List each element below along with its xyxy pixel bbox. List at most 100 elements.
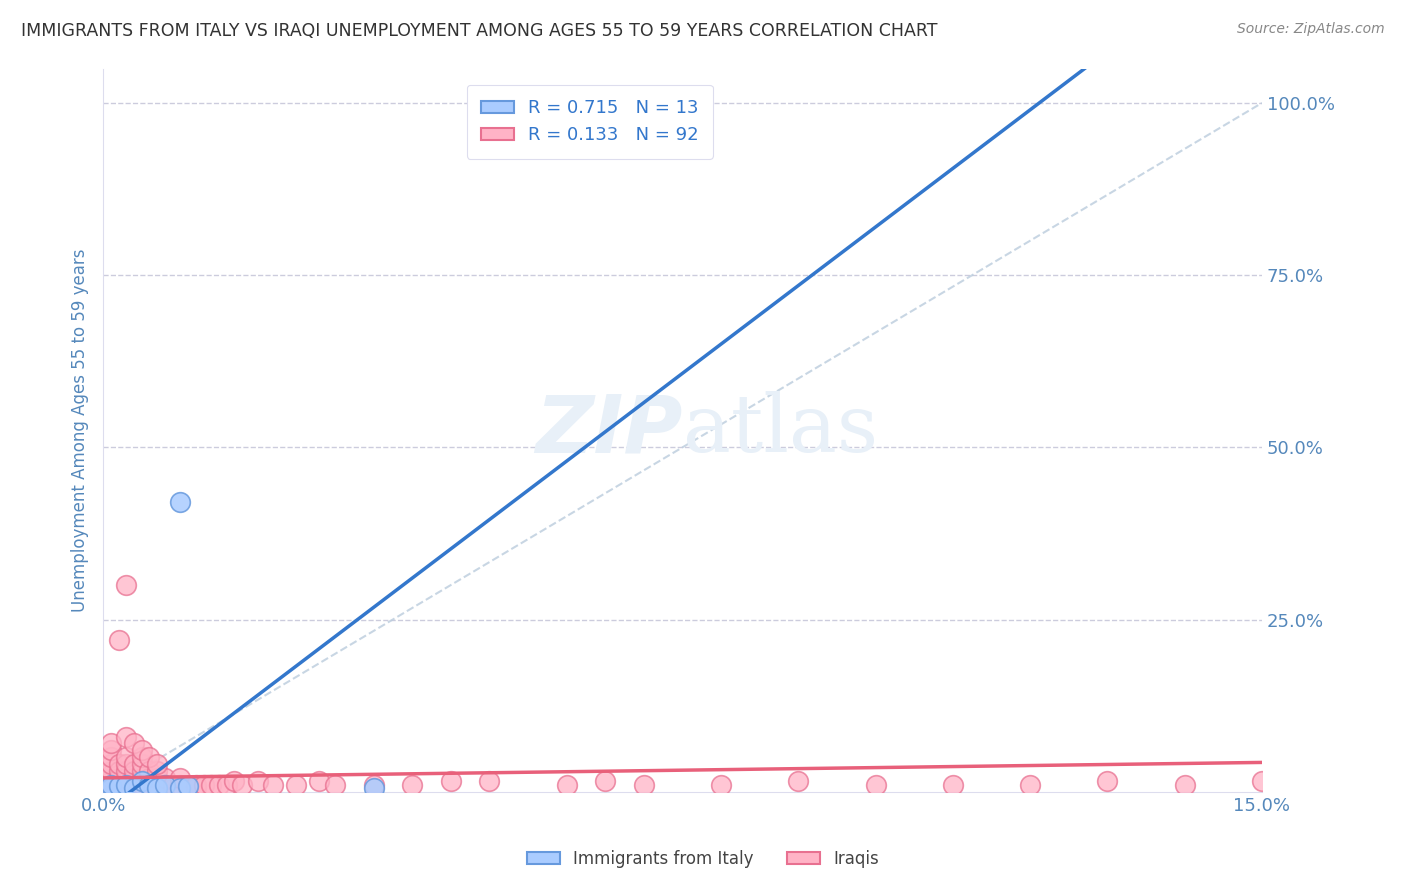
Point (115, 774, 138, 789)
Point (122, 737, 145, 751)
Text: IMMIGRANTS FROM ITALY VS IRAQI UNEMPLOYMENT AMONG AGES 55 TO 59 YEARS CORRELATIO: IMMIGRANTS FROM ITALY VS IRAQI UNEMPLOYM… (21, 22, 938, 40)
Point (100, 781, 122, 796)
Point (363, 781, 385, 796)
Point (593, 774, 616, 789)
Point (100, 778, 122, 792)
Point (115, 757, 138, 772)
Point (153, 778, 176, 792)
Point (107, 764, 129, 778)
Point (169, 781, 191, 796)
Point (215, 778, 238, 792)
Point (285, 778, 308, 792)
Point (162, 778, 184, 792)
Point (131, 778, 153, 792)
Point (208, 778, 231, 792)
Point (138, 764, 160, 778)
Point (107, 774, 129, 789)
Point (131, 750, 153, 764)
Text: Source: ZipAtlas.com: Source: ZipAtlas.com (1237, 22, 1385, 37)
Point (115, 778, 138, 792)
Point (146, 781, 169, 796)
Y-axis label: Unemployment Among Ages 55 to 59 years: Unemployment Among Ages 55 to 59 years (72, 248, 89, 612)
Point (146, 778, 169, 792)
Point (633, 778, 655, 792)
Point (100, 757, 122, 772)
Point (169, 781, 191, 796)
Point (115, 771, 138, 785)
Point (1019, 778, 1042, 792)
Point (107, 771, 129, 785)
Point (865, 778, 887, 792)
Point (1174, 778, 1197, 792)
Point (1097, 774, 1119, 789)
Point (122, 781, 145, 796)
Point (115, 578, 138, 592)
Point (184, 778, 207, 792)
Point (107, 757, 129, 772)
Point (162, 781, 184, 796)
Text: atlas: atlas (682, 391, 877, 469)
Point (200, 778, 222, 792)
Point (100, 737, 122, 751)
Point (100, 771, 122, 785)
Point (115, 764, 138, 778)
Point (169, 495, 191, 509)
Point (107, 778, 129, 792)
Point (122, 764, 145, 778)
Point (177, 781, 200, 796)
Point (131, 774, 153, 789)
Point (100, 743, 122, 757)
Point (942, 778, 965, 792)
Point (710, 778, 733, 792)
Point (246, 774, 269, 789)
Text: ZIP: ZIP (536, 391, 682, 469)
Point (138, 778, 160, 792)
Point (224, 774, 246, 789)
Point (1251, 774, 1274, 789)
Point (115, 750, 138, 764)
Point (115, 730, 138, 744)
Point (131, 743, 153, 757)
Point (146, 781, 169, 796)
Point (169, 771, 191, 785)
Point (100, 750, 122, 764)
Point (153, 771, 176, 785)
Point (363, 778, 385, 792)
Point (115, 778, 138, 792)
Point (323, 778, 346, 792)
Point (122, 757, 145, 772)
Point (138, 750, 160, 764)
Legend: Immigrants from Italy, Iraqis: Immigrants from Italy, Iraqis (520, 844, 886, 875)
Point (177, 779, 200, 793)
Point (138, 781, 160, 796)
Point (153, 781, 176, 796)
Point (107, 781, 129, 796)
Point (231, 778, 253, 792)
Point (146, 771, 169, 785)
Point (146, 757, 169, 772)
Point (787, 774, 810, 789)
Legend: R = 0.715   N = 13, R = 0.133   N = 92: R = 0.715 N = 13, R = 0.133 N = 92 (467, 85, 713, 159)
Point (262, 778, 284, 792)
Point (184, 781, 207, 796)
Point (122, 771, 145, 785)
Point (115, 781, 138, 796)
Point (555, 778, 578, 792)
Point (308, 774, 330, 789)
Point (131, 781, 153, 796)
Point (100, 781, 122, 796)
Point (138, 771, 160, 785)
Point (122, 781, 145, 796)
Point (478, 774, 501, 789)
Point (122, 778, 145, 792)
Point (100, 764, 122, 778)
Point (169, 778, 191, 792)
Point (100, 778, 122, 792)
Point (440, 774, 463, 789)
Point (401, 778, 423, 792)
Point (131, 757, 153, 772)
Point (153, 778, 176, 792)
Point (146, 764, 169, 778)
Point (131, 764, 153, 778)
Point (107, 779, 129, 793)
